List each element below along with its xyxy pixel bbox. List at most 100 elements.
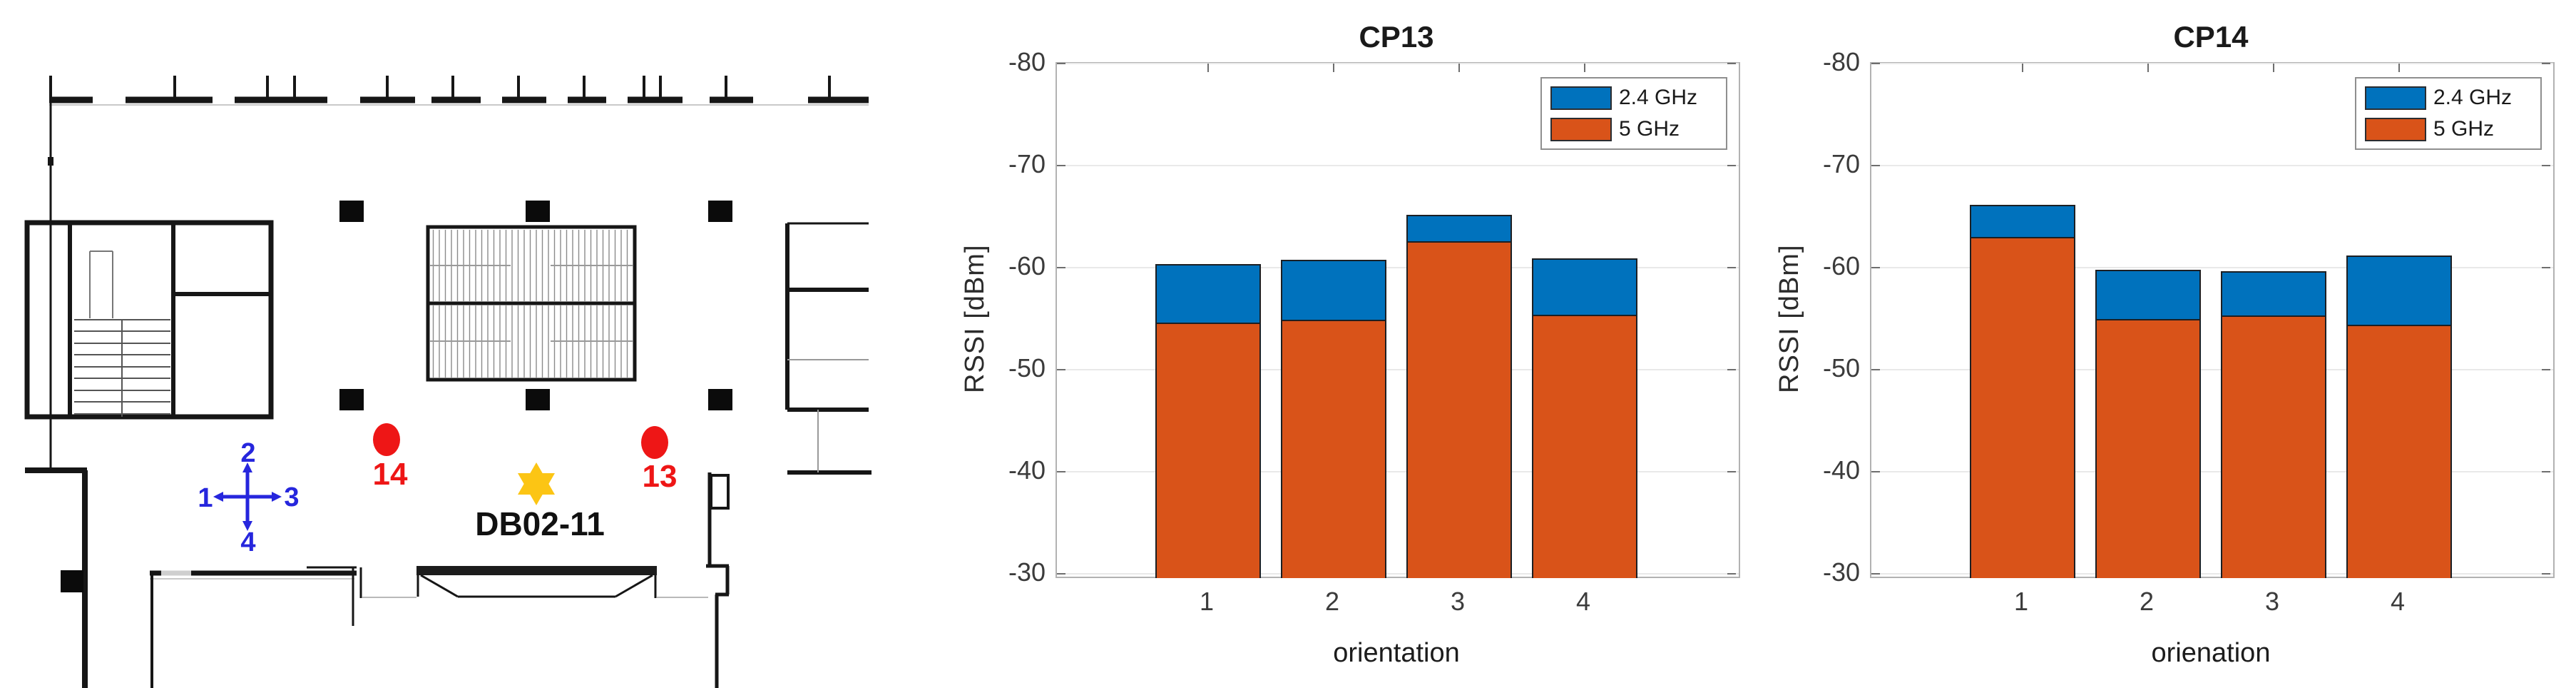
measurement-point-14: 14 [373, 423, 408, 492]
legend-label: 5 GHz [2433, 117, 2495, 141]
x-axis-tick [1584, 64, 1585, 72]
floorplan-walls [24, 76, 872, 688]
gridline [1871, 573, 2553, 575]
bar-5GHz-orientation-3 [1406, 241, 1512, 578]
x-tick-label: 1 [1199, 587, 1215, 616]
floorplan-panel: 14 13 DB02-11 1 2 3 [0, 0, 949, 688]
y-axis-tick [1057, 267, 1065, 268]
y-tick-label: -60 [1822, 251, 1860, 280]
y-axis-tick [1727, 63, 1736, 64]
gridline [1871, 369, 2553, 370]
chart-panel-cp13: CP13 RSSI [dBm] 2.4 GHz 5 GHz orientation… [949, 0, 1762, 688]
x-axis-tick [2273, 64, 2274, 72]
y-axis-tick [1871, 471, 1880, 472]
x-axis-label: orientation [1333, 638, 1460, 668]
legend-row: 5 GHz [1550, 117, 1717, 141]
gridline [1057, 573, 1739, 575]
y-axis-tick [1057, 471, 1065, 472]
bar-5GHz-orientation-4 [1532, 315, 1637, 578]
star-icon [518, 473, 555, 505]
y-tick-label: -40 [1822, 455, 1860, 485]
bar-5GHz-orientation-1 [1970, 237, 2075, 578]
y-axis-tick [2542, 471, 2550, 472]
y-axis-tick [1871, 267, 1880, 268]
red-dot-icon [373, 423, 400, 456]
orientation-compass-icon: 1 2 3 4 [198, 438, 299, 557]
x-tick-label: 3 [1450, 587, 1466, 616]
legend-swatch-icon [2365, 117, 2426, 141]
y-axis-tick [1727, 267, 1736, 268]
x-tick-label: 2 [2139, 587, 2155, 616]
bar-5GHz-orientation-2 [1281, 320, 1386, 578]
y-tick-label: -30 [1822, 557, 1860, 587]
y-axis-tick [1727, 165, 1736, 166]
x-axis-tick [1333, 64, 1334, 72]
legend: 2.4 GHz 5 GHz [1540, 77, 1727, 150]
y-tick-label: -80 [1008, 47, 1046, 76]
y-axis-tick [1871, 165, 1880, 166]
compass-label-3: 3 [284, 482, 299, 512]
y-axis-tick [2542, 165, 2550, 166]
y-tick-label: -40 [1008, 455, 1046, 485]
legend-swatch-icon [1550, 86, 1612, 110]
measurement-point-label: 13 [643, 459, 678, 494]
y-axis-tick [1871, 369, 1880, 370]
floorplan-shelves [426, 225, 637, 382]
y-axis-label: RSSI [dBm] [1774, 244, 1804, 393]
x-axis-tick [1458, 64, 1460, 72]
legend-label: 2.4 GHz [2433, 86, 2513, 109]
compass-label-1: 1 [198, 483, 213, 513]
legend-swatch-icon [1550, 117, 1612, 141]
access-point-label: DB02-11 [475, 505, 605, 542]
compass-label-4: 4 [240, 527, 255, 557]
gridline [1057, 471, 1739, 472]
gridline [1057, 369, 1739, 370]
gridline [1871, 165, 2553, 166]
y-axis-tick [1871, 573, 1880, 575]
gridline [1871, 471, 2553, 472]
bar-5GHz-orientation-3 [2221, 315, 2326, 578]
y-tick-label: -30 [1008, 557, 1046, 587]
gridline [1871, 63, 2553, 64]
legend-swatch-icon [2365, 86, 2426, 110]
bar-5GHz-orientation-4 [2346, 325, 2452, 578]
chart-title: CP14 [2173, 20, 2249, 54]
y-axis-tick [2542, 369, 2550, 370]
measurement-point-13: 13 [641, 426, 677, 494]
y-axis-label: RSSI [dBm] [960, 244, 990, 393]
bar-5GHz-orientation-1 [1155, 323, 1261, 578]
measurement-point-label: 14 [373, 457, 408, 492]
bar-5GHz-orientation-2 [2095, 319, 2201, 578]
gridline [1871, 267, 2553, 268]
y-axis-tick [1727, 573, 1736, 575]
legend-row: 2.4 GHz [2365, 86, 2532, 110]
y-axis-tick [1057, 63, 1065, 64]
y-tick-label: -70 [1008, 149, 1046, 178]
x-tick-label: 3 [2264, 587, 2280, 616]
x-tick-label: 4 [2390, 587, 2406, 616]
x-tick-label: 1 [2013, 587, 2029, 616]
y-axis-tick [1727, 471, 1736, 472]
y-axis-tick [2542, 267, 2550, 268]
y-tick-label: -50 [1822, 353, 1860, 383]
floorplan-drawing: 14 13 DB02-11 1 2 3 [24, 76, 872, 688]
y-tick-label: -50 [1008, 353, 1046, 383]
x-axis-tick [1207, 64, 1209, 72]
x-axis-tick [2022, 64, 2023, 72]
gridline [1057, 267, 1739, 268]
chart-title: CP13 [1359, 20, 1434, 54]
y-axis-tick [1057, 573, 1065, 575]
x-axis-tick [2398, 64, 2400, 72]
gridline [1057, 63, 1739, 64]
x-tick-label: 2 [1324, 587, 1340, 616]
legend: 2.4 GHz 5 GHz [2355, 77, 2542, 150]
x-axis-tick [2147, 64, 2149, 72]
y-axis-tick [2542, 63, 2550, 64]
x-axis-label: orienation [2151, 638, 2271, 668]
y-axis-tick [1871, 63, 1880, 64]
legend-label: 5 GHz [1619, 117, 1680, 141]
floorplan-pillars [61, 201, 732, 592]
y-axis-tick [1057, 165, 1065, 166]
gridline [1057, 165, 1739, 166]
